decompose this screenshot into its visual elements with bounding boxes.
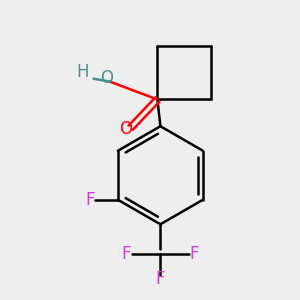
Text: H: H [77,63,89,81]
Text: F: F [190,245,199,263]
Text: F: F [156,270,165,288]
Text: F: F [122,245,131,263]
Text: F: F [85,191,94,209]
Text: O: O [100,69,113,87]
Text: O: O [119,120,132,138]
